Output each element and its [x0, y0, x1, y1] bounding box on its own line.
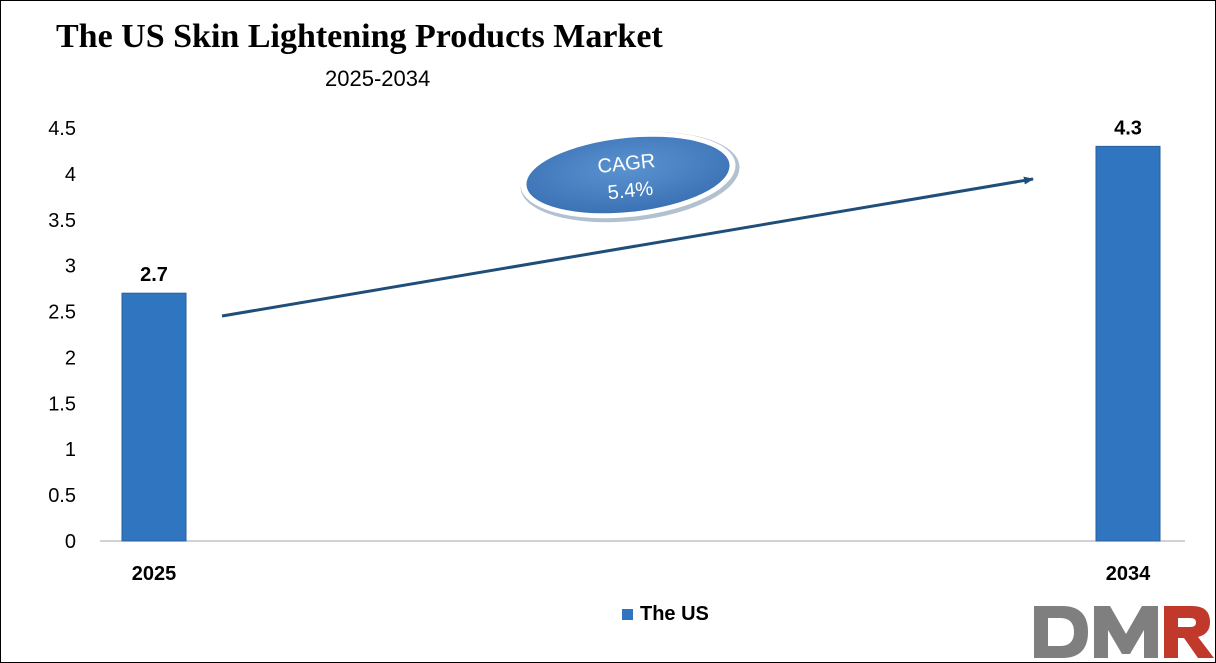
trend-arrow — [221, 176, 1034, 318]
y-tick-label: 2.5 — [48, 302, 76, 324]
data-label-2034: 4.3 — [1114, 117, 1142, 139]
legend-swatch — [622, 609, 633, 620]
x-tick-label-2034: 2034 — [1106, 563, 1151, 585]
y-tick-label: 4 — [65, 164, 76, 186]
cagr-value: 5.4% — [607, 178, 655, 205]
y-tick-label: 3 — [65, 256, 76, 278]
legend-label: The US — [640, 603, 709, 625]
dmr-logo — [1034, 606, 1214, 658]
y-axis: 0 0.5 1 1.5 2 2.5 3 3.5 4 4.5 — [48, 118, 76, 553]
bar-2034 — [1095, 145, 1161, 542]
cagr-annotation: CAGR 5.4% — [520, 131, 740, 223]
y-tick-label: 0.5 — [48, 485, 76, 507]
x-tick-label-2025: 2025 — [132, 563, 177, 585]
legend: The US — [622, 603, 709, 626]
data-label-2025: 2.7 — [140, 264, 168, 286]
y-tick-label: 1.5 — [48, 393, 76, 415]
chart-title: The US Skin Lightening Products Market — [56, 18, 663, 55]
y-tick-label: 0 — [65, 531, 76, 553]
chart-subtitle: 2025-2034 — [325, 66, 431, 91]
y-tick-label: 1 — [65, 439, 76, 461]
y-tick-label: 4.5 — [48, 118, 76, 140]
bar-2025 — [121, 292, 187, 542]
bars: 2.7 2025 4.3 2034 — [121, 117, 1161, 585]
y-tick-label: 2 — [65, 347, 76, 369]
y-tick-label: 3.5 — [48, 210, 76, 232]
